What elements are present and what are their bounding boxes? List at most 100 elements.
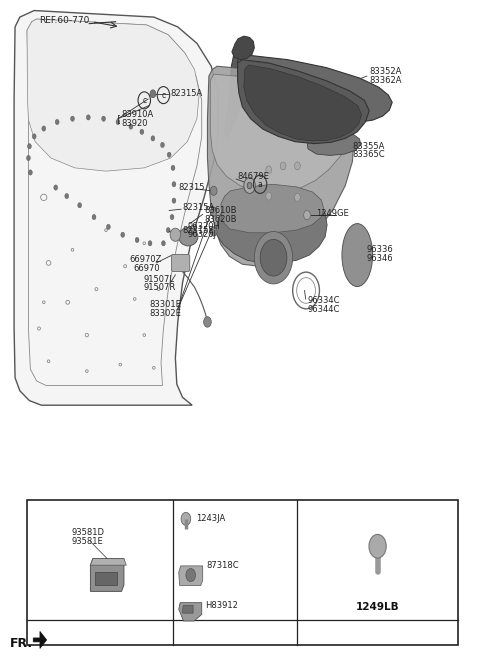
Circle shape (27, 144, 31, 149)
Circle shape (42, 126, 46, 131)
Circle shape (166, 227, 170, 233)
Text: 96334C: 96334C (307, 296, 339, 306)
Text: 83301E: 83301E (149, 300, 181, 309)
Text: 91507R: 91507R (144, 283, 176, 292)
Polygon shape (221, 184, 324, 233)
Circle shape (54, 185, 58, 190)
Text: 91507L: 91507L (144, 275, 174, 284)
Text: 82315E: 82315E (182, 225, 214, 235)
Polygon shape (207, 66, 354, 266)
Text: 1249LB: 1249LB (356, 602, 399, 612)
Polygon shape (14, 11, 218, 405)
Text: 83920: 83920 (121, 119, 148, 128)
Text: 1243JA: 1243JA (196, 514, 226, 524)
Circle shape (160, 143, 164, 148)
Circle shape (171, 166, 175, 171)
Circle shape (304, 210, 311, 219)
Polygon shape (232, 36, 254, 60)
Circle shape (210, 207, 217, 216)
Polygon shape (238, 60, 369, 144)
Polygon shape (238, 55, 392, 122)
Circle shape (129, 124, 133, 129)
Circle shape (26, 156, 30, 161)
Polygon shape (179, 602, 202, 621)
Circle shape (86, 115, 90, 120)
Text: 87318C: 87318C (206, 561, 239, 570)
Text: 93581D: 93581D (72, 528, 104, 537)
Polygon shape (27, 19, 199, 171)
Circle shape (266, 192, 272, 200)
Circle shape (107, 224, 110, 229)
Circle shape (167, 152, 171, 158)
Text: H83912: H83912 (205, 600, 239, 610)
Circle shape (172, 181, 176, 187)
Circle shape (280, 162, 286, 170)
Text: 83302E: 83302E (149, 309, 181, 318)
Text: 82315A: 82315A (182, 203, 215, 212)
Text: 83610B: 83610B (204, 206, 237, 215)
Circle shape (210, 227, 217, 236)
Circle shape (32, 134, 36, 139)
Circle shape (28, 170, 32, 175)
Circle shape (161, 240, 165, 246)
Text: 96320H: 96320H (187, 221, 220, 231)
Polygon shape (90, 558, 124, 591)
Circle shape (254, 231, 293, 284)
Text: 83365C: 83365C (352, 150, 385, 159)
Polygon shape (216, 192, 327, 263)
Circle shape (55, 120, 59, 125)
Circle shape (244, 177, 255, 193)
Circle shape (116, 120, 120, 125)
Circle shape (151, 136, 155, 141)
Circle shape (210, 186, 217, 195)
Circle shape (295, 193, 300, 201)
Circle shape (260, 239, 287, 276)
Circle shape (181, 512, 191, 526)
Text: 96320J: 96320J (187, 230, 216, 239)
Text: a: a (97, 602, 103, 612)
Text: 82315: 82315 (179, 183, 205, 192)
Circle shape (247, 182, 252, 189)
Text: 93581E: 93581E (72, 537, 103, 546)
Circle shape (150, 90, 156, 98)
Text: 96344C: 96344C (307, 305, 339, 314)
Polygon shape (307, 130, 360, 156)
Text: 66970: 66970 (134, 263, 160, 273)
Polygon shape (210, 74, 349, 193)
Circle shape (170, 214, 174, 219)
Circle shape (102, 116, 106, 122)
Text: a: a (258, 180, 263, 189)
Polygon shape (182, 605, 193, 613)
Circle shape (266, 166, 272, 173)
Bar (27, 500, 458, 645)
Polygon shape (179, 566, 203, 585)
Circle shape (204, 317, 211, 327)
Circle shape (71, 116, 74, 122)
FancyBboxPatch shape (171, 254, 190, 271)
Circle shape (186, 568, 195, 581)
Circle shape (65, 193, 69, 198)
Text: 83620B: 83620B (204, 215, 237, 223)
Text: 1249GE: 1249GE (316, 210, 348, 218)
Polygon shape (33, 631, 47, 648)
Polygon shape (90, 558, 126, 565)
Ellipse shape (170, 228, 180, 241)
Circle shape (295, 162, 300, 170)
Circle shape (135, 237, 139, 242)
Text: 66970Z: 66970Z (129, 255, 161, 264)
Text: 84679E: 84679E (238, 172, 269, 181)
Bar (95, 572, 117, 585)
Ellipse shape (179, 227, 198, 246)
Circle shape (172, 198, 176, 203)
Text: 83355A: 83355A (352, 142, 385, 150)
Text: 96346: 96346 (367, 254, 394, 263)
Ellipse shape (342, 223, 372, 286)
Text: 83910A: 83910A (121, 110, 154, 120)
Circle shape (148, 240, 152, 246)
Circle shape (92, 214, 96, 219)
Circle shape (140, 129, 144, 135)
Polygon shape (244, 65, 361, 141)
Text: 83362A: 83362A (369, 76, 402, 85)
Circle shape (121, 232, 125, 237)
Text: FR.: FR. (10, 637, 34, 650)
